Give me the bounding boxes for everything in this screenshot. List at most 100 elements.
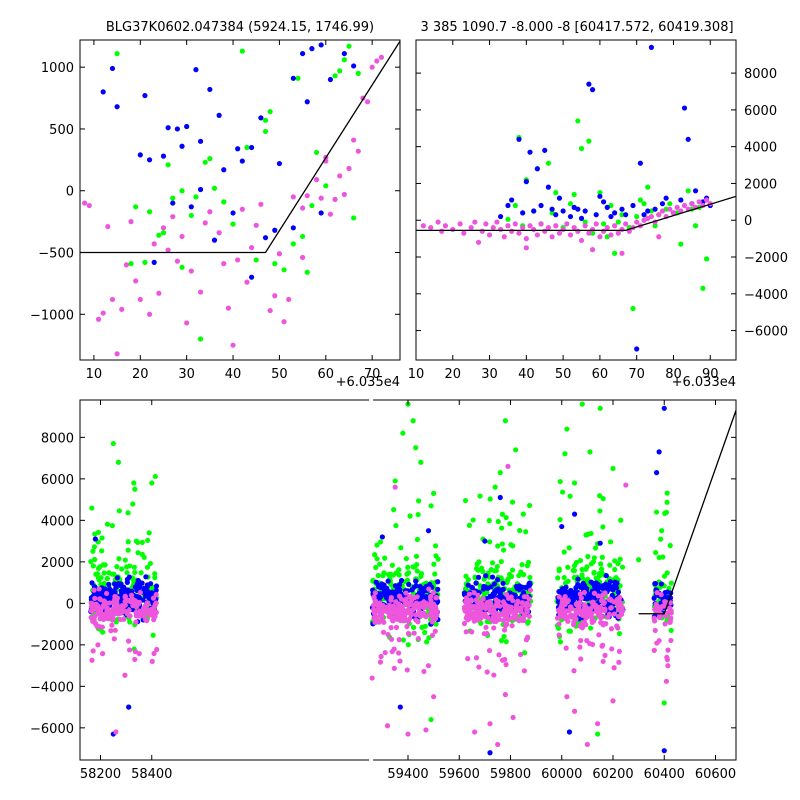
green-observation-point bbox=[615, 219, 621, 225]
pink-observation-point bbox=[499, 657, 506, 663]
blue-observation-point bbox=[648, 44, 655, 50]
green-observation-point bbox=[179, 264, 185, 270]
green-observation-point bbox=[123, 564, 130, 570]
blue-observation-point bbox=[634, 346, 640, 352]
pink-observation-point bbox=[156, 290, 162, 296]
blue-observation-point bbox=[124, 579, 130, 585]
blue-observation-point bbox=[678, 197, 684, 203]
pink-observation-point bbox=[562, 598, 568, 604]
pink-observation-point bbox=[418, 601, 424, 607]
pink-observation-point bbox=[439, 228, 445, 234]
blue-observation-point bbox=[115, 581, 122, 587]
pink-observation-point bbox=[126, 607, 132, 613]
pink-observation-point bbox=[563, 645, 569, 651]
green-observation-point bbox=[114, 564, 120, 570]
green-observation-point bbox=[125, 510, 131, 516]
pink-observation-point bbox=[600, 620, 607, 627]
pink-observation-point bbox=[355, 148, 361, 154]
pink-observation-point bbox=[434, 612, 440, 618]
y-tick-label: 2000 bbox=[744, 177, 777, 192]
green-observation-point bbox=[578, 145, 585, 152]
green-observation-point bbox=[145, 537, 151, 543]
pink-observation-point bbox=[674, 204, 680, 210]
pink-observation-point bbox=[619, 250, 625, 256]
pink-observation-point bbox=[96, 611, 102, 617]
pink-observation-point bbox=[571, 224, 577, 231]
pink-observation-point bbox=[504, 591, 510, 598]
green-observation-point bbox=[557, 516, 563, 523]
green-observation-point bbox=[579, 572, 585, 578]
blue-observation-point bbox=[207, 86, 213, 93]
pink-observation-point bbox=[503, 661, 509, 668]
green-observation-point bbox=[591, 555, 597, 561]
blue-observation-point bbox=[481, 583, 487, 590]
green-observation-point bbox=[89, 505, 95, 511]
pink-observation-point bbox=[463, 629, 469, 635]
blue-observation-point bbox=[179, 143, 185, 149]
pink-observation-point bbox=[369, 675, 375, 681]
green-observation-point bbox=[493, 568, 499, 574]
pink-observation-point bbox=[615, 230, 621, 236]
green-observation-point bbox=[636, 557, 642, 563]
green-observation-point bbox=[90, 548, 96, 554]
pink-observation-point bbox=[658, 592, 664, 598]
pink-observation-point bbox=[571, 708, 578, 714]
pink-observation-point bbox=[562, 601, 568, 608]
x-tick-label: 30 bbox=[178, 367, 195, 382]
pink-observation-point bbox=[391, 646, 397, 652]
green-observation-point bbox=[432, 543, 439, 549]
green-observation-point bbox=[131, 480, 137, 486]
y-tick-label: 4000 bbox=[41, 514, 74, 529]
x-tick-label: 20 bbox=[132, 367, 149, 382]
y-tick-label: 2000 bbox=[41, 556, 74, 571]
pink-observation-point bbox=[473, 603, 479, 610]
pink-observation-point bbox=[109, 296, 116, 303]
pink-observation-point bbox=[665, 610, 671, 616]
green-observation-point bbox=[495, 543, 501, 549]
blue-observation-point bbox=[497, 213, 504, 220]
y-tick-label: −4000 bbox=[30, 680, 74, 695]
green-observation-point bbox=[634, 213, 640, 220]
pink-observation-point bbox=[397, 658, 403, 664]
x-tick-label: 70 bbox=[364, 367, 381, 382]
x-tick-label: 59600 bbox=[439, 767, 480, 782]
green-observation-point bbox=[560, 489, 566, 495]
green-observation-point bbox=[109, 571, 115, 577]
pink-observation-point bbox=[371, 606, 377, 612]
green-observation-point bbox=[97, 564, 103, 570]
green-observation-point bbox=[630, 305, 636, 312]
green-observation-point bbox=[497, 470, 503, 476]
y-tick-label: 500 bbox=[49, 123, 74, 138]
blue-observation-point bbox=[526, 581, 532, 587]
pink-observation-point bbox=[523, 600, 530, 607]
pink-observation-point bbox=[430, 616, 437, 623]
pink-observation-point bbox=[664, 654, 670, 660]
pink-observation-point bbox=[121, 603, 127, 610]
blue-observation-point bbox=[592, 584, 598, 590]
green-observation-point bbox=[323, 183, 329, 189]
x-tick-label: 60 bbox=[318, 367, 335, 382]
green-observation-point bbox=[616, 631, 623, 637]
green-observation-point bbox=[416, 498, 422, 504]
blue-observation-point bbox=[495, 577, 501, 583]
green-observation-point bbox=[405, 564, 411, 570]
pink-observation-point bbox=[615, 603, 621, 609]
pink-observation-point bbox=[146, 311, 153, 317]
green-observation-point bbox=[507, 521, 513, 527]
pink-observation-point bbox=[429, 632, 436, 639]
green-observation-point bbox=[545, 160, 552, 166]
green-observation-point bbox=[244, 144, 250, 151]
pink-observation-point bbox=[90, 601, 96, 607]
pink-observation-point bbox=[141, 605, 147, 611]
pink-observation-point bbox=[623, 482, 629, 488]
blue-observation-point bbox=[490, 591, 496, 597]
green-observation-point bbox=[431, 561, 437, 567]
pink-observation-point bbox=[145, 610, 151, 616]
pink-observation-point bbox=[521, 612, 528, 618]
green-observation-point bbox=[91, 544, 98, 550]
pink-observation-point bbox=[576, 603, 582, 609]
pink-observation-point bbox=[95, 316, 102, 322]
blue-observation-point bbox=[681, 105, 688, 111]
green-observation-point bbox=[502, 418, 508, 424]
pink-observation-point bbox=[608, 605, 614, 611]
